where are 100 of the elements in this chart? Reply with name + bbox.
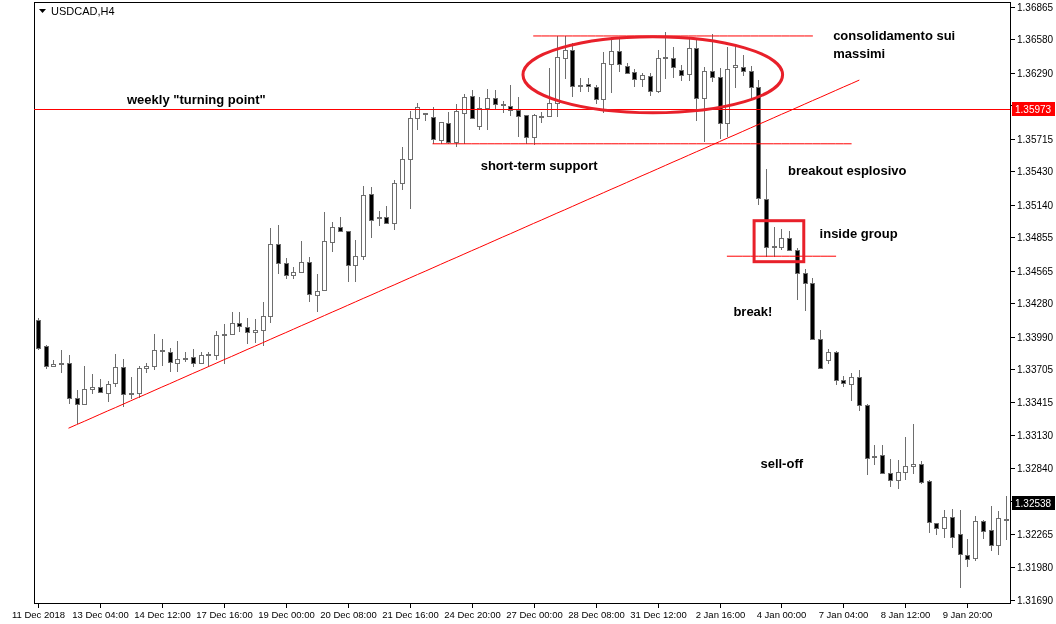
candlestick: [152, 333, 157, 371]
candlestick: [299, 240, 304, 273]
candlestick: [160, 338, 165, 367]
y-tick-label: 1.34855: [1017, 232, 1054, 243]
y-tick-label: 1.36290: [1017, 68, 1054, 79]
y-tick-label: 1.36580: [1017, 34, 1054, 45]
candlestick: [810, 277, 815, 340]
candlestick: [261, 301, 266, 347]
candlestick: [687, 38, 692, 82]
candlestick: [214, 330, 219, 361]
candlestick: [989, 505, 994, 552]
candlestick: [237, 311, 242, 333]
candlestick: [121, 358, 126, 408]
candlestick: [268, 227, 273, 324]
candlestick: [532, 113, 537, 146]
candlestick: [222, 323, 227, 365]
candlestick: [408, 110, 413, 210]
candlestick: [919, 460, 924, 485]
candlestick: [594, 84, 599, 105]
candlestick: [113, 353, 118, 388]
candlestick: [865, 403, 870, 476]
candlestick: [841, 375, 846, 388]
candlestick: [137, 365, 142, 399]
y-tick-label: 1.32840: [1017, 463, 1054, 474]
candlestick: [315, 273, 320, 313]
y-tick-label: 1.33415: [1017, 397, 1054, 408]
candlestick: [849, 372, 854, 402]
candlestick: [106, 380, 111, 403]
y-tick-label: 1.35430: [1017, 166, 1054, 177]
x-tick-label: 17 Dec 16:00: [196, 608, 253, 620]
candlestick: [1004, 495, 1009, 541]
y-tick-label: 1.36865: [1017, 2, 1054, 13]
y-tick-label: 1.35715: [1017, 134, 1054, 145]
annotation: inside group: [819, 225, 898, 241]
candlestick: [656, 49, 661, 94]
candlestick: [199, 351, 204, 365]
candlestick: [679, 64, 684, 82]
candlestick: [485, 88, 490, 131]
candlestick: [555, 35, 560, 118]
candlestick: [880, 444, 885, 474]
candlestick: [59, 349, 64, 374]
y-tick-label: 1.34280: [1017, 298, 1054, 309]
candlestick: [253, 318, 258, 344]
x-tick-label: 13 Dec 04:00: [72, 608, 129, 620]
candlestick: [741, 54, 746, 77]
candlestick: [958, 509, 963, 589]
candlestick: [276, 224, 281, 275]
x-tick-label: 19 Dec 00:00: [258, 608, 315, 620]
candlestick: [818, 329, 823, 369]
candlestick: [284, 257, 289, 280]
candlestick: [625, 62, 630, 75]
y-tick-label: 1.33705: [1017, 364, 1054, 375]
candlestick: [477, 96, 482, 131]
annotation: consolidamento sui massimi: [833, 27, 956, 61]
y-tick-label: 1.34565: [1017, 266, 1054, 277]
candlestick: [934, 522, 939, 536]
annotation: short-term support: [480, 158, 599, 174]
candlestick: [245, 317, 250, 345]
candlestick: [493, 89, 498, 110]
candlestick: [508, 84, 513, 117]
candlestick: [725, 46, 730, 138]
x-tick-label: 2 Jan 16:00: [695, 608, 746, 620]
candlestick: [787, 230, 792, 252]
x-tick-label: 11 Dec 2018: [11, 608, 66, 620]
candlestick: [663, 31, 668, 80]
candlestick: [175, 340, 180, 372]
candlestick: [338, 216, 343, 233]
chart-title: USDCAD,H4: [51, 5, 115, 17]
candlestick: [617, 36, 622, 73]
candlestick: [330, 221, 335, 253]
candlestick: [911, 423, 916, 475]
candlestick: [710, 33, 715, 83]
x-tick-label: 21 Dec 16:00: [382, 608, 439, 620]
candlestick: [75, 389, 80, 425]
candlestick: [640, 72, 645, 88]
candlestick: [524, 114, 529, 145]
candlestick: [230, 311, 235, 336]
candlestick: [857, 369, 862, 412]
x-tick-label: 24 Dec 20:00: [444, 608, 501, 620]
candlestick: [516, 96, 521, 138]
candlestick: [826, 348, 831, 365]
x-tick-label: 20 Dec 08:00: [320, 608, 377, 620]
candlestick: [346, 230, 351, 283]
y-tick-label: 1.35140: [1017, 200, 1054, 211]
y-tick-label: 1.32265: [1017, 529, 1054, 540]
candlestick: [307, 256, 312, 303]
candlestick: [896, 459, 901, 490]
candlestick: [369, 186, 374, 239]
y-tick-label: 1.31690: [1017, 595, 1054, 606]
candlestick: [942, 509, 947, 539]
candlestick: [996, 510, 1001, 556]
candlestick: [446, 111, 451, 145]
candlestick: [431, 106, 436, 145]
candlestick: [981, 519, 986, 540]
candlestick: [547, 67, 552, 117]
candlestick: [563, 35, 568, 80]
candlestick: [291, 266, 296, 280]
candlestick: [384, 205, 389, 225]
candlestick: [834, 350, 839, 386]
candlestick: [67, 354, 72, 405]
